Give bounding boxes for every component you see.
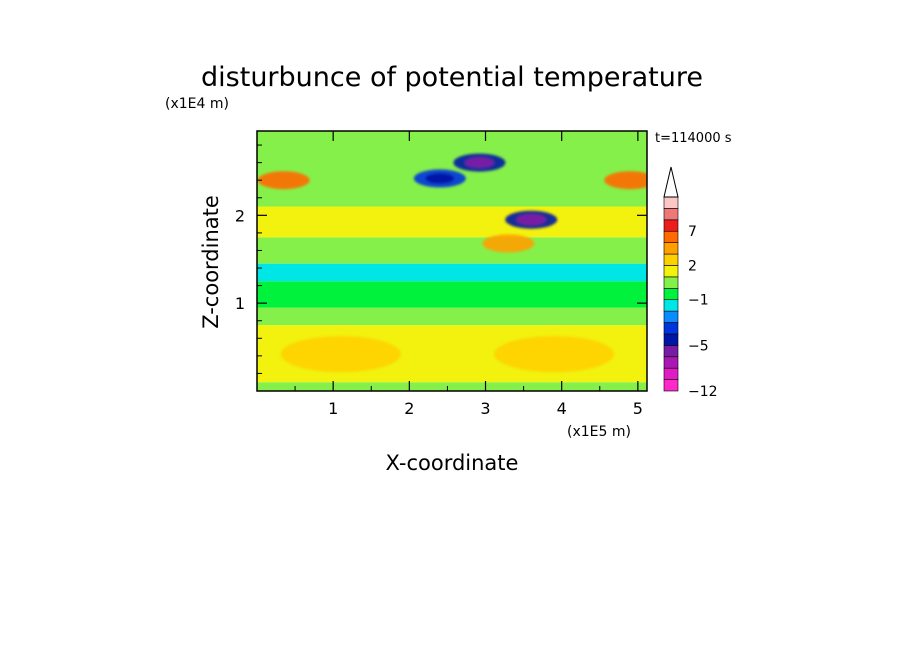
field-anomaly-core bbox=[516, 214, 546, 225]
x-tick-label: 1 bbox=[328, 399, 338, 418]
field-band bbox=[257, 237, 647, 264]
colorbar-segment bbox=[663, 299, 679, 312]
colorbar-label: −1 bbox=[688, 293, 709, 309]
plot-frame bbox=[256, 130, 648, 392]
field-band bbox=[257, 206, 647, 238]
colorbar-segment bbox=[663, 356, 679, 369]
colorbar-label: 2 bbox=[688, 258, 697, 274]
colorbar-segment bbox=[663, 287, 679, 301]
colorbar-segment bbox=[663, 196, 679, 209]
colorbar-label: 7 bbox=[688, 224, 697, 240]
heatmap-field bbox=[257, 131, 647, 391]
x-axis-label: X-coordinate bbox=[386, 451, 519, 475]
colorbar-segment bbox=[663, 322, 679, 335]
colorbar-segment bbox=[663, 208, 679, 221]
y-tick-label: 2 bbox=[235, 206, 245, 225]
colorbar-segment bbox=[663, 242, 679, 255]
colorbar-segment bbox=[663, 367, 679, 380]
field-anomaly bbox=[482, 234, 535, 253]
y-tick-label: 1 bbox=[235, 294, 245, 313]
field-anomaly-core bbox=[465, 157, 494, 168]
colorbar-segment bbox=[663, 345, 679, 358]
colorbar-segment bbox=[663, 265, 679, 278]
colorbar-segment bbox=[663, 276, 679, 289]
field-band bbox=[257, 263, 647, 282]
field-band bbox=[257, 307, 647, 326]
colorbar-segment bbox=[663, 333, 679, 346]
colorbar-segment bbox=[663, 219, 679, 232]
x-tick-label: 3 bbox=[480, 399, 490, 418]
field-band bbox=[257, 131, 647, 207]
x-axis: 1 2 3 4 5 bbox=[294, 131, 643, 418]
time-label: t=114000 s bbox=[655, 131, 732, 146]
colorbar-segment bbox=[663, 379, 679, 392]
colorbar: −12−5−127 bbox=[663, 166, 718, 400]
y-unit-label: (x1E4 m) bbox=[165, 96, 229, 112]
y-axis-label: Z-coordinate bbox=[199, 195, 223, 329]
x-unit-label: (x1E5 m) bbox=[567, 424, 631, 440]
colorbar-extend-arrow bbox=[663, 166, 679, 198]
field-anomaly bbox=[257, 171, 310, 190]
x-tick-label: 4 bbox=[557, 399, 567, 418]
x-tick-label: 2 bbox=[404, 399, 414, 418]
x-tick-label: 5 bbox=[633, 399, 643, 418]
colorbar-segment bbox=[663, 230, 679, 243]
colorbar-label: −12 bbox=[688, 384, 718, 400]
field-anomaly bbox=[604, 171, 647, 190]
field-anomaly bbox=[494, 336, 615, 373]
colorbar-segment bbox=[663, 253, 679, 266]
field-band bbox=[257, 382, 647, 391]
y-axis: 12 bbox=[235, 144, 647, 374]
field-band bbox=[257, 281, 647, 308]
field-anomaly bbox=[280, 336, 401, 373]
chart-title: disturbunce of potential temperature bbox=[201, 62, 703, 93]
colorbar-label: −5 bbox=[688, 338, 709, 354]
colorbar-segment bbox=[663, 310, 679, 323]
field-anomaly-core bbox=[425, 173, 455, 184]
